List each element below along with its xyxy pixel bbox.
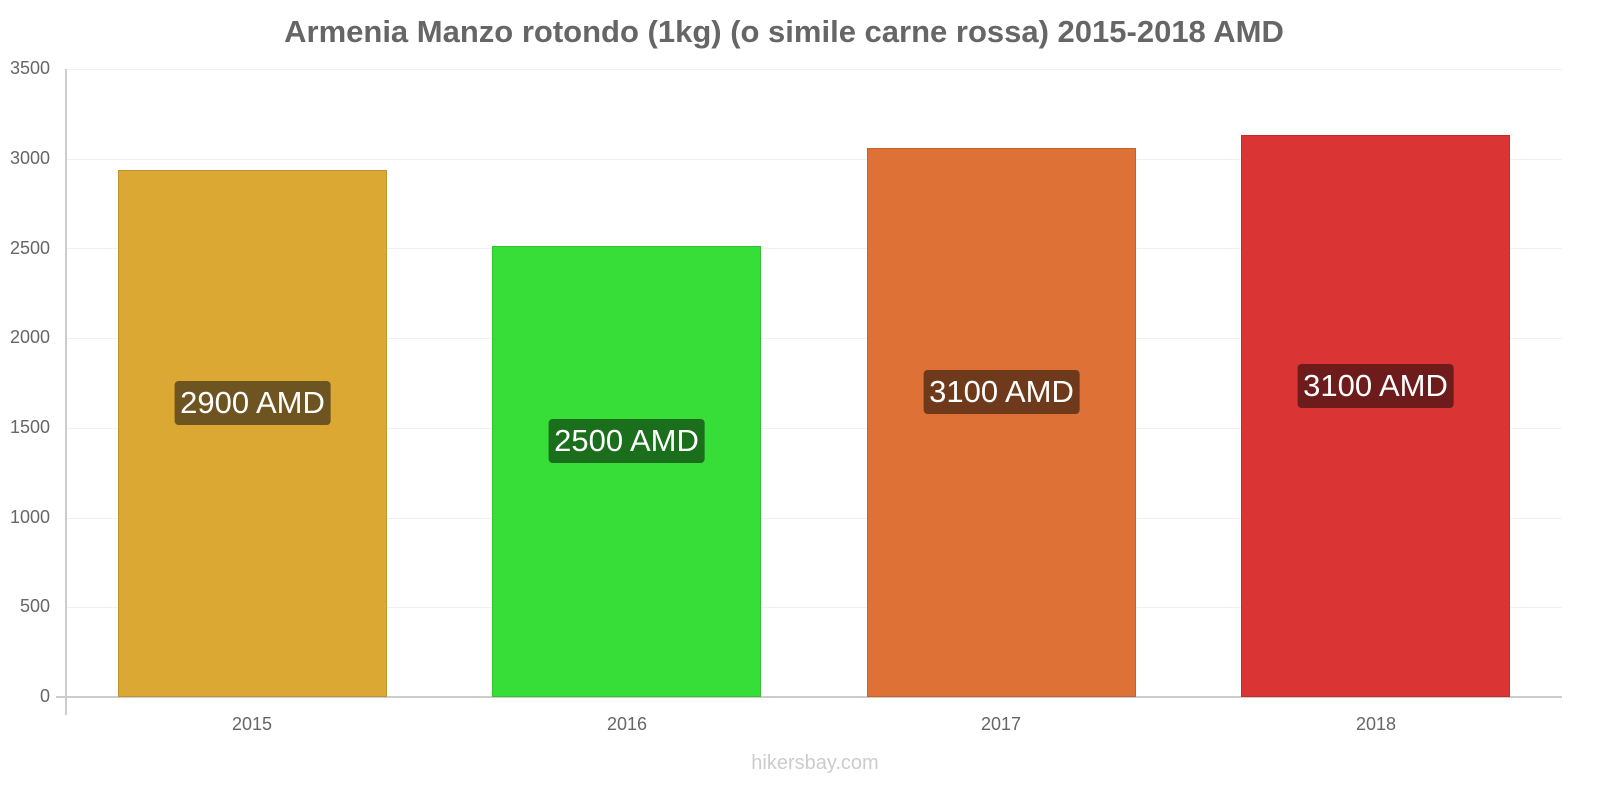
y-tick-label: 1500 — [9, 417, 50, 437]
gridline-1000 — [66, 518, 1562, 519]
bar-value-label: 2900 AMD — [174, 381, 331, 425]
y-tick-label: 0 — [39, 686, 50, 706]
x-tick-label: 2017 — [980, 714, 1022, 734]
y-tick-label: 3000 — [9, 148, 50, 168]
gridline-3000 — [66, 159, 1562, 160]
plot-area — [66, 69, 1562, 697]
chart-title: Armenia Manzo rotondo (1kg) (o simile ca… — [284, 14, 1284, 49]
gridline-2000 — [66, 338, 1562, 339]
bar-2017[interactable]: 3100 AMD — [867, 148, 1136, 697]
bar-2015[interactable]: 2900 AMD — [118, 170, 387, 697]
y-tick-label: 2500 — [9, 238, 50, 258]
bar-value-label: 3100 AMD — [923, 370, 1080, 414]
gridline-2500 — [66, 248, 1562, 249]
bar-value-label: 2500 AMD — [548, 419, 705, 463]
y-tick-label: 2000 — [9, 327, 50, 347]
y-axis — [65, 69, 67, 715]
y-tick-label: 3500 — [9, 58, 50, 78]
x-tick-label: 2018 — [1355, 714, 1397, 734]
x-tick-label: 2015 — [231, 714, 273, 734]
gridline-500 — [66, 607, 1562, 608]
x-tick-label: 2016 — [606, 714, 648, 734]
gridline-3500 — [66, 69, 1562, 70]
bar-value-label: 3100 AMD — [1297, 364, 1454, 408]
bar-2016[interactable]: 2500 AMD — [492, 246, 761, 697]
gridline-1500 — [66, 428, 1562, 429]
y-tick-label: 500 — [19, 596, 50, 616]
bar-2018[interactable]: 3100 AMD — [1241, 135, 1510, 697]
watermark: hikersbay.com — [751, 752, 879, 774]
y-tick-label: 1000 — [9, 507, 50, 527]
x-axis — [56, 696, 1562, 698]
